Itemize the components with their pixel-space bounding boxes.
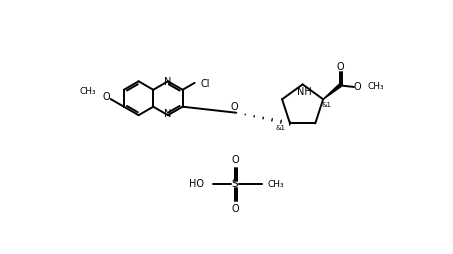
Text: N: N bbox=[164, 109, 172, 119]
Text: HO: HO bbox=[189, 180, 204, 189]
Polygon shape bbox=[323, 84, 341, 99]
Text: CH₃: CH₃ bbox=[368, 83, 385, 91]
Text: &1: &1 bbox=[276, 125, 286, 131]
Text: O: O bbox=[103, 92, 111, 102]
Text: CH₃: CH₃ bbox=[267, 180, 284, 189]
Text: NH: NH bbox=[297, 87, 312, 97]
Text: Cl: Cl bbox=[201, 78, 210, 89]
Text: O: O bbox=[231, 155, 239, 165]
Text: O: O bbox=[231, 204, 239, 214]
Text: O: O bbox=[336, 62, 344, 72]
Text: CH₃: CH₃ bbox=[79, 87, 96, 96]
Text: S: S bbox=[231, 180, 238, 189]
Text: O: O bbox=[231, 102, 239, 112]
Text: N: N bbox=[164, 77, 172, 87]
Text: O: O bbox=[353, 82, 361, 92]
Text: &1: &1 bbox=[321, 102, 331, 108]
